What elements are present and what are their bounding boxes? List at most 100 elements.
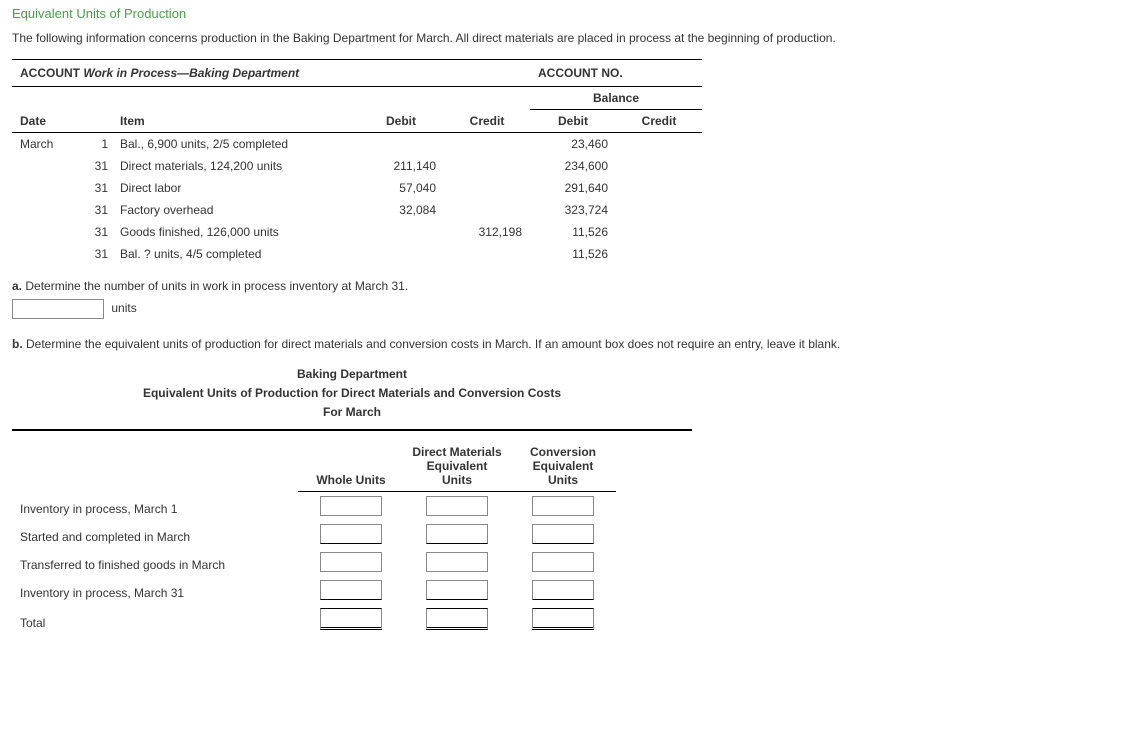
eu-input[interactable] xyxy=(320,552,382,572)
col-balance: Balance xyxy=(530,87,702,110)
eu-row-label: Inventory in process, March 31 xyxy=(12,576,298,604)
cell-bal-credit xyxy=(616,221,702,243)
cell-day: 1 xyxy=(78,133,112,156)
cell-debit xyxy=(358,133,444,156)
cell-day: 31 xyxy=(78,221,112,243)
table-row: 31 Factory overhead 32,084 323,724 xyxy=(12,199,702,221)
cell-bal-debit: 291,640 xyxy=(530,177,616,199)
intro-text: The following information concerns produ… xyxy=(12,31,1131,45)
table-row: 31 Goods finished, 126,000 units 312,198… xyxy=(12,221,702,243)
cell-item: Bal., 6,900 units, 2/5 completed xyxy=(112,133,358,156)
eu-input[interactable] xyxy=(532,496,594,516)
cell-day: 31 xyxy=(78,199,112,221)
col-credit: Credit xyxy=(444,87,530,133)
cell-item: Direct labor xyxy=(112,177,358,199)
cell-debit: 57,040 xyxy=(358,177,444,199)
eu-input[interactable] xyxy=(426,552,488,572)
cell-debit: 32,084 xyxy=(358,199,444,221)
col-whole-units: Whole Units xyxy=(298,441,404,492)
eu-header-line3: For March xyxy=(12,403,692,422)
account-heading-left: ACCOUNT Work in Process—Baking Departmen… xyxy=(12,60,530,87)
eu-row: Transferred to finished goods in March xyxy=(12,548,616,576)
cell-bal-credit xyxy=(616,243,702,265)
account-heading-italic: Work in Process—Baking Department xyxy=(83,66,299,80)
cell-debit xyxy=(358,243,444,265)
cell-credit xyxy=(444,133,530,156)
qa-text: Determine the number of units in work in… xyxy=(22,279,408,293)
cell-credit xyxy=(444,199,530,221)
eu-input[interactable] xyxy=(426,608,488,630)
cell-month xyxy=(12,155,78,177)
eu-input[interactable] xyxy=(426,580,488,600)
cell-bal-credit xyxy=(616,155,702,177)
cell-bal-credit xyxy=(616,177,702,199)
eu-row-label: Started and completed in March xyxy=(12,520,298,548)
account-heading-prefix: ACCOUNT xyxy=(20,66,83,80)
cell-bal-credit xyxy=(616,199,702,221)
cell-month xyxy=(12,199,78,221)
cell-item: Direct materials, 124,200 units xyxy=(112,155,358,177)
wip-rows: March 1 Bal., 6,900 units, 2/5 completed… xyxy=(12,133,702,266)
cell-debit: 211,140 xyxy=(358,155,444,177)
cell-credit xyxy=(444,155,530,177)
col-item: Item xyxy=(112,87,358,133)
cell-item: Bal. ? units, 4/5 completed xyxy=(112,243,358,265)
question-a: a. Determine the number of units in work… xyxy=(12,279,1131,319)
eu-input[interactable] xyxy=(320,580,382,600)
eu-input[interactable] xyxy=(426,524,488,544)
page-title: Equivalent Units of Production xyxy=(12,6,1131,21)
eu-input[interactable] xyxy=(532,552,594,572)
eu-row-label: Total xyxy=(12,604,298,634)
cell-bal-credit xyxy=(616,133,702,156)
question-b: b. Determine the equivalent units of pro… xyxy=(12,337,1131,634)
cell-credit: 312,198 xyxy=(444,221,530,243)
col-bal-credit: Credit xyxy=(616,110,702,133)
qa-units-input[interactable] xyxy=(12,299,104,319)
eu-input[interactable] xyxy=(532,524,594,544)
cell-credit xyxy=(444,243,530,265)
cell-item: Goods finished, 126,000 units xyxy=(112,221,358,243)
eu-report-header: Baking Department Equivalent Units of Pr… xyxy=(12,365,692,431)
eu-row: Inventory in process, March 31 xyxy=(12,576,616,604)
eu-input[interactable] xyxy=(426,496,488,516)
eu-row: Started and completed in March xyxy=(12,520,616,548)
eu-input[interactable] xyxy=(320,524,382,544)
table-row: 31 Direct labor 57,040 291,640 xyxy=(12,177,702,199)
col-dm-eu: Direct Materials Equivalent Units xyxy=(404,441,510,492)
eu-input[interactable] xyxy=(320,608,382,630)
eu-input[interactable] xyxy=(320,496,382,516)
wip-account-table: ACCOUNT Work in Process—Baking Departmen… xyxy=(12,59,702,265)
eu-input[interactable] xyxy=(532,608,594,630)
cell-bal-debit: 234,600 xyxy=(530,155,616,177)
eu-input[interactable] xyxy=(532,580,594,600)
cell-month: March xyxy=(12,133,78,156)
eu-row-label: Inventory in process, March 1 xyxy=(12,491,298,520)
eu-table: Whole Units Direct Materials Equivalent … xyxy=(12,441,616,634)
cell-item: Factory overhead xyxy=(112,199,358,221)
col-debit: Debit xyxy=(358,87,444,133)
cell-day: 31 xyxy=(78,243,112,265)
cell-bal-debit: 323,724 xyxy=(530,199,616,221)
cell-bal-debit: 23,460 xyxy=(530,133,616,156)
cell-credit xyxy=(444,177,530,199)
qb-prefix: b. xyxy=(12,337,23,351)
cell-bal-debit: 11,526 xyxy=(530,221,616,243)
qb-text: Determine the equivalent units of produc… xyxy=(23,337,841,351)
cell-debit xyxy=(358,221,444,243)
cell-bal-debit: 11,526 xyxy=(530,243,616,265)
cell-month xyxy=(12,221,78,243)
col-conv-eu: Conversion Equivalent Units xyxy=(510,441,616,492)
account-heading-right: ACCOUNT NO. xyxy=(530,60,702,87)
table-row: March 1 Bal., 6,900 units, 2/5 completed… xyxy=(12,133,702,156)
eu-row-total: Total xyxy=(12,604,616,634)
col-date: Date xyxy=(12,87,78,133)
table-row: 31 Bal. ? units, 4/5 completed 11,526 xyxy=(12,243,702,265)
cell-day: 31 xyxy=(78,155,112,177)
cell-day: 31 xyxy=(78,177,112,199)
cell-month xyxy=(12,177,78,199)
eu-row-label: Transferred to finished goods in March xyxy=(12,548,298,576)
eu-header-line2: Equivalent Units of Production for Direc… xyxy=(12,384,692,403)
qa-prefix: a. xyxy=(12,279,22,293)
cell-month xyxy=(12,243,78,265)
qa-units-suffix: units xyxy=(111,301,136,315)
